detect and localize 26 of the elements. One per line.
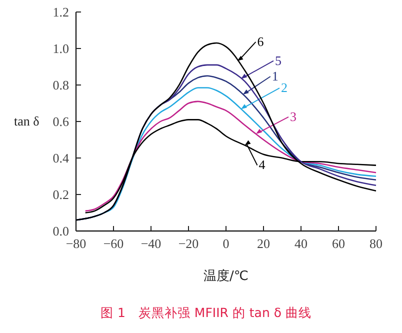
x-tick-label: −40 (140, 236, 162, 251)
text: 5 (275, 52, 282, 68)
y-tick-label: 0.0 (52, 224, 69, 238)
y-tick-label: 0.4 (52, 150, 70, 166)
x-tick-label: −20 (178, 236, 199, 251)
y-tick-label: 0.8 (52, 78, 69, 92)
series-label: 6 (257, 34, 264, 49)
y-tick-label: 1.2 (52, 4, 69, 20)
x-tick-label: 20 (257, 236, 270, 251)
x-axis-title: 温度/℃ (204, 268, 248, 284)
series-label: 4 (258, 157, 266, 172)
x-tick-label: 80 (370, 236, 382, 251)
y-tick-label: 1.0 (52, 41, 69, 56)
y-tick-label: 0.2 (52, 187, 69, 202)
legend-label: 1 (272, 68, 278, 84)
legend-label: 3 (290, 108, 296, 124)
x-tick-label: 40 (294, 236, 308, 251)
text: 图 1 炭黑补强 MFIIR 的 tan δ 曲线 (100, 305, 312, 320)
y-axis-title: tan δ (14, 114, 40, 128)
text: 2 (281, 80, 288, 96)
y-tick-label: 0.6 (52, 114, 70, 129)
x-tick-label: 60 (332, 236, 345, 251)
x-tick-label: −80 (66, 236, 86, 251)
x-tick-label: −60 (103, 236, 124, 251)
line-series (84, 100, 377, 212)
x-tick-label: 0 (222, 236, 230, 251)
